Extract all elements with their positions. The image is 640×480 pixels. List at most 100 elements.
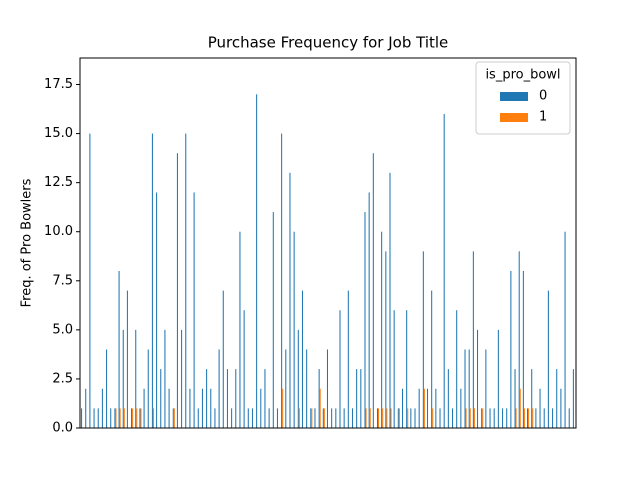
bar (414, 408, 416, 428)
bar (297, 329, 299, 428)
bar (482, 408, 484, 428)
bar (310, 408, 312, 428)
bar (289, 172, 291, 428)
bar (423, 388, 425, 428)
bar (407, 408, 409, 428)
bar (226, 369, 228, 428)
bar (276, 408, 278, 428)
bar (173, 408, 175, 428)
bar (314, 408, 316, 428)
bar (393, 310, 395, 428)
bar (243, 310, 245, 428)
bar (389, 172, 391, 428)
bar (477, 329, 479, 428)
bar (326, 349, 328, 428)
bar (522, 270, 524, 428)
bar (532, 408, 534, 428)
bar (519, 388, 521, 428)
plot-frame (79, 57, 577, 429)
bar (452, 408, 454, 428)
bar (381, 231, 383, 428)
bar (493, 408, 495, 428)
bar (97, 408, 99, 428)
bar (432, 408, 434, 428)
bar (93, 408, 95, 428)
bar (356, 369, 358, 428)
bar (497, 329, 499, 428)
bar (101, 388, 103, 428)
bar (201, 388, 203, 428)
bar (376, 408, 379, 428)
bar (343, 408, 345, 428)
bar (539, 388, 541, 428)
bar (136, 408, 138, 428)
bar (351, 408, 354, 428)
bar (514, 369, 516, 428)
bar (214, 408, 216, 428)
bar (439, 408, 441, 428)
bar (464, 349, 466, 428)
bar (132, 408, 134, 428)
bar (556, 369, 558, 428)
y-tick-label: 12.5 (44, 175, 73, 190)
bar (235, 369, 237, 428)
bar (543, 408, 545, 428)
bar (398, 408, 400, 428)
bar (335, 408, 337, 428)
bar (502, 408, 504, 428)
bar (465, 408, 467, 428)
bar (523, 408, 525, 428)
bar (89, 133, 91, 428)
bar (311, 408, 313, 428)
bar (306, 349, 308, 428)
bar (143, 388, 145, 428)
bar (256, 94, 258, 429)
bar (81, 408, 83, 428)
bar (189, 388, 191, 428)
legend-label: 0 (539, 89, 547, 104)
bar (318, 369, 320, 428)
bar (431, 290, 433, 428)
bar (547, 290, 549, 428)
legend-swatch (500, 113, 528, 122)
bar (518, 251, 520, 428)
bar (372, 153, 374, 428)
bar (469, 408, 471, 428)
bar (160, 369, 162, 428)
bar (390, 408, 392, 428)
bar (386, 408, 388, 428)
bar (285, 349, 287, 428)
bar (298, 408, 300, 428)
bar (485, 349, 487, 428)
bar (210, 388, 212, 428)
bar (260, 388, 262, 428)
bar (481, 408, 483, 428)
bar (510, 270, 512, 428)
bar (456, 310, 458, 428)
bar (360, 369, 362, 428)
bar (293, 231, 295, 428)
bar (369, 408, 371, 428)
bar (382, 408, 384, 428)
bar (410, 408, 412, 428)
bar (347, 290, 349, 428)
bar (115, 408, 117, 428)
bar (468, 349, 470, 428)
bar (193, 192, 195, 428)
y-tick-label: 17.5 (44, 77, 73, 92)
bar (206, 369, 208, 428)
y-tick-label: 7.5 (52, 273, 73, 288)
bar (172, 408, 174, 428)
chart-title: Purchase Frequency for Job Title (208, 34, 449, 52)
bar (114, 408, 116, 428)
bar (106, 349, 108, 428)
bar (552, 408, 554, 428)
bar (147, 349, 149, 428)
bar (331, 408, 333, 428)
bar (506, 408, 508, 428)
bar (135, 329, 137, 428)
bar (368, 192, 370, 428)
bar (365, 408, 367, 428)
bar (447, 369, 449, 428)
bar (247, 408, 249, 428)
